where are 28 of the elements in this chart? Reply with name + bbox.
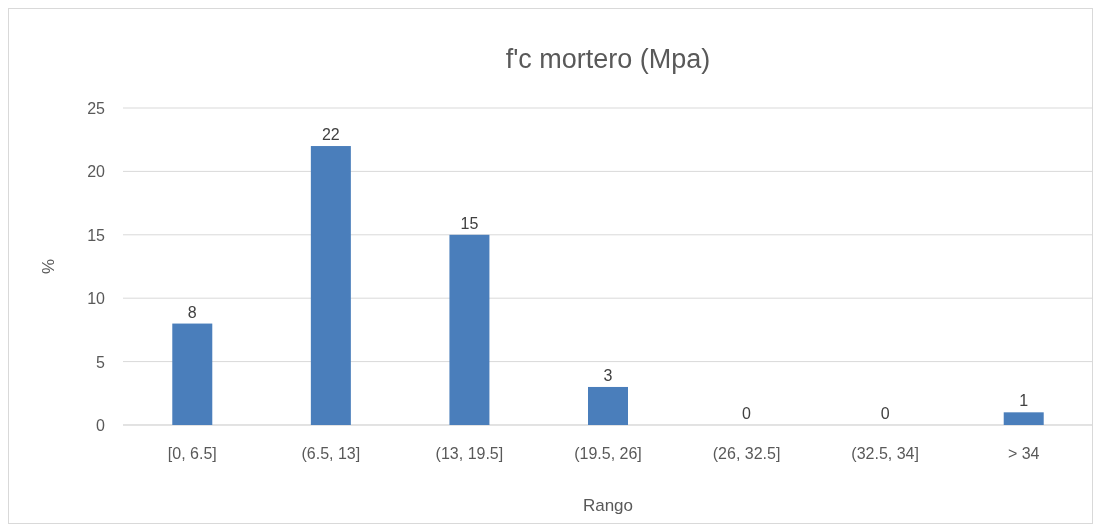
y-tick-label: 20 xyxy=(87,163,106,181)
bar xyxy=(172,323,213,425)
data-label: 15 xyxy=(460,214,479,232)
data-label: 3 xyxy=(603,366,613,384)
bar xyxy=(449,234,490,425)
y-tick-label: 15 xyxy=(87,226,106,244)
x-tick-label: (19.5, 26] xyxy=(574,445,642,462)
data-label: 0 xyxy=(742,405,752,422)
data-label: 22 xyxy=(321,126,340,144)
x-tick-label: > 34 xyxy=(1007,445,1040,462)
y-axis-title: % xyxy=(39,258,58,275)
y-tick-label: 0 xyxy=(96,417,106,434)
x-tick-label: (26, 32.5] xyxy=(712,445,781,462)
y-tick-label: 10 xyxy=(87,290,106,308)
x-axis-title: Rango xyxy=(582,496,634,515)
x-tick-label: (32.5, 34] xyxy=(851,445,919,462)
data-label: 8 xyxy=(187,303,197,321)
bar xyxy=(310,146,351,425)
data-label: 1 xyxy=(1019,392,1029,410)
y-tick-label: 5 xyxy=(96,353,106,371)
bar xyxy=(1003,412,1044,425)
y-tick-label: 25 xyxy=(87,100,106,117)
x-tick-label: (6.5, 13] xyxy=(301,445,361,462)
x-tick-label: (13, 19.5] xyxy=(435,445,504,462)
bar xyxy=(588,386,628,425)
data-label: 0 xyxy=(880,405,890,422)
chart-title: f'c mortero (Mpa) xyxy=(505,44,711,74)
x-tick-label: [0, 6.5] xyxy=(167,445,217,462)
